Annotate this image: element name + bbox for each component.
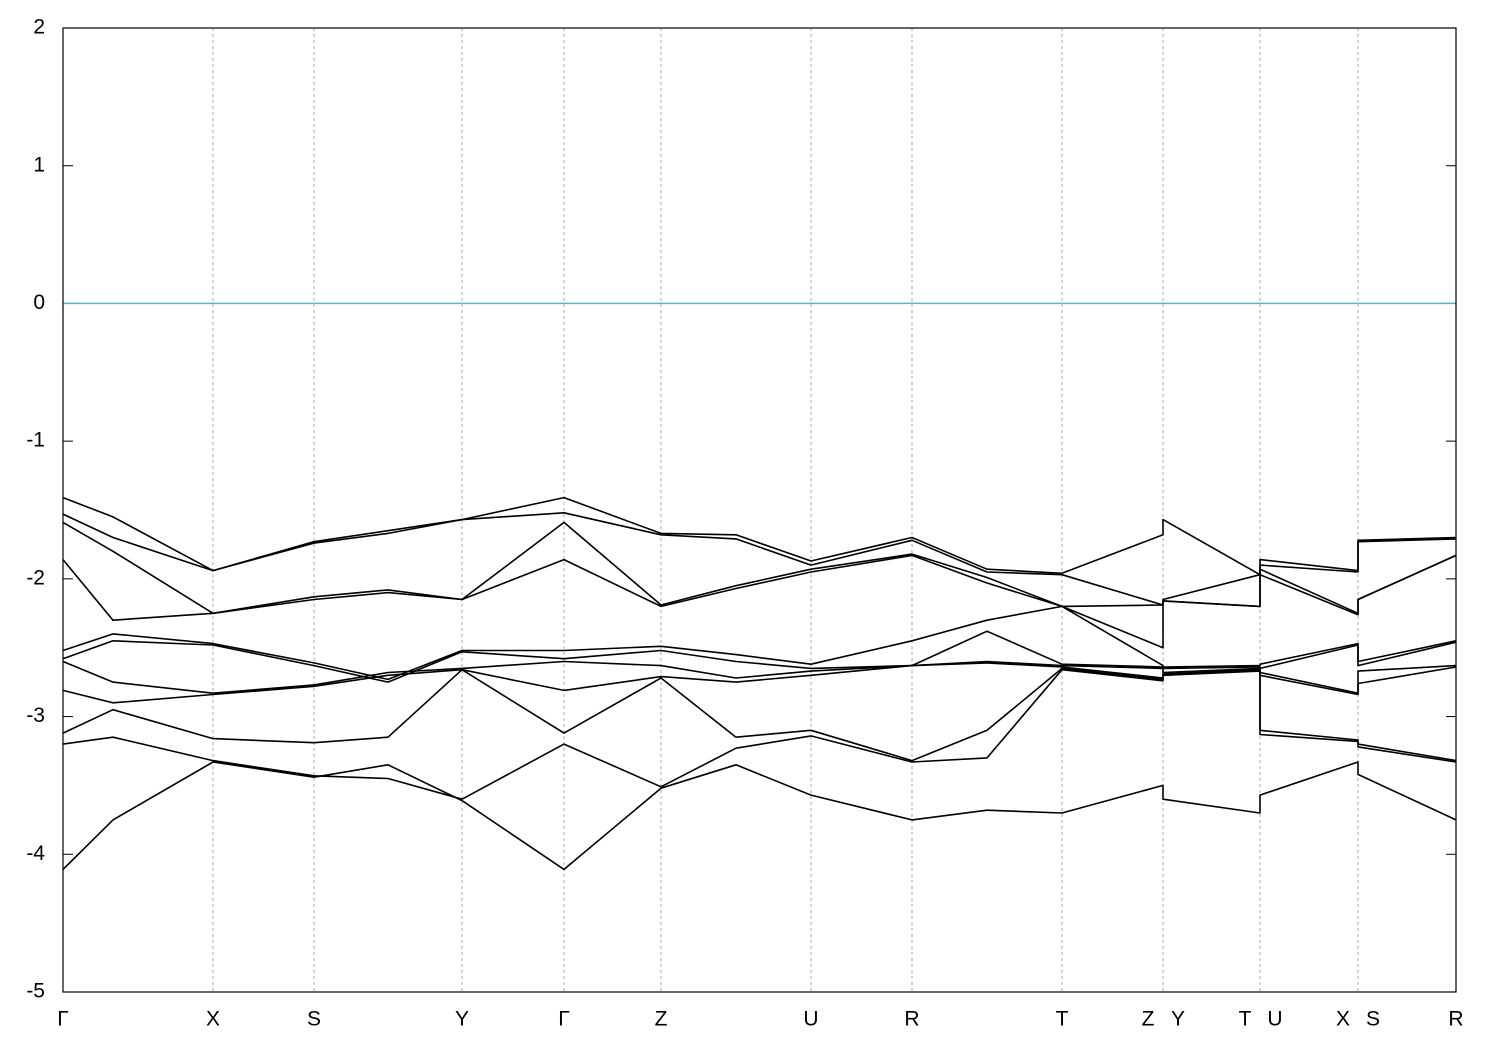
y-tick-label: -3 (26, 704, 45, 727)
y-tick-label: -5 (26, 980, 45, 1003)
y-tick-label: -4 (26, 842, 45, 865)
x-tick-label: S (1366, 1008, 1380, 1031)
x-tick-label: U (1267, 1008, 1282, 1031)
band-line (62, 667, 1457, 762)
x-tick-label: R (904, 1008, 919, 1031)
y-tick-label: -2 (26, 566, 45, 589)
x-tick-label: Z (1142, 1008, 1155, 1031)
plot-frame (62, 27, 1457, 993)
x-tick-label: Z (655, 1008, 668, 1031)
y-tick-label: -1 (26, 429, 45, 452)
x-tick-label: T (1056, 1008, 1069, 1031)
x-tick-label: X (1336, 1008, 1350, 1031)
band-line (62, 605, 1457, 681)
y-tick-label: 1 (33, 153, 45, 176)
x-tick-label: T (1239, 1008, 1252, 1031)
x-tick-label: Y (455, 1008, 469, 1031)
band-line (62, 554, 1457, 649)
x-tick-label: Γ (57, 1008, 69, 1031)
band-line (62, 761, 1457, 871)
x-tick-label: U (803, 1008, 818, 1031)
x-tick-label: S (307, 1008, 321, 1031)
x-tick-label: Y (1171, 1008, 1185, 1031)
x-tick-label: R (1448, 1008, 1463, 1031)
band-line (62, 668, 1457, 800)
band-line (62, 511, 1457, 606)
y-tick-label: 2 (33, 16, 45, 39)
band-line (62, 496, 1457, 576)
x-tick-label: X (206, 1008, 220, 1031)
y-tick-label: 0 (33, 291, 45, 314)
x-tick-label: Γ (558, 1008, 570, 1031)
band-line (62, 630, 1457, 683)
